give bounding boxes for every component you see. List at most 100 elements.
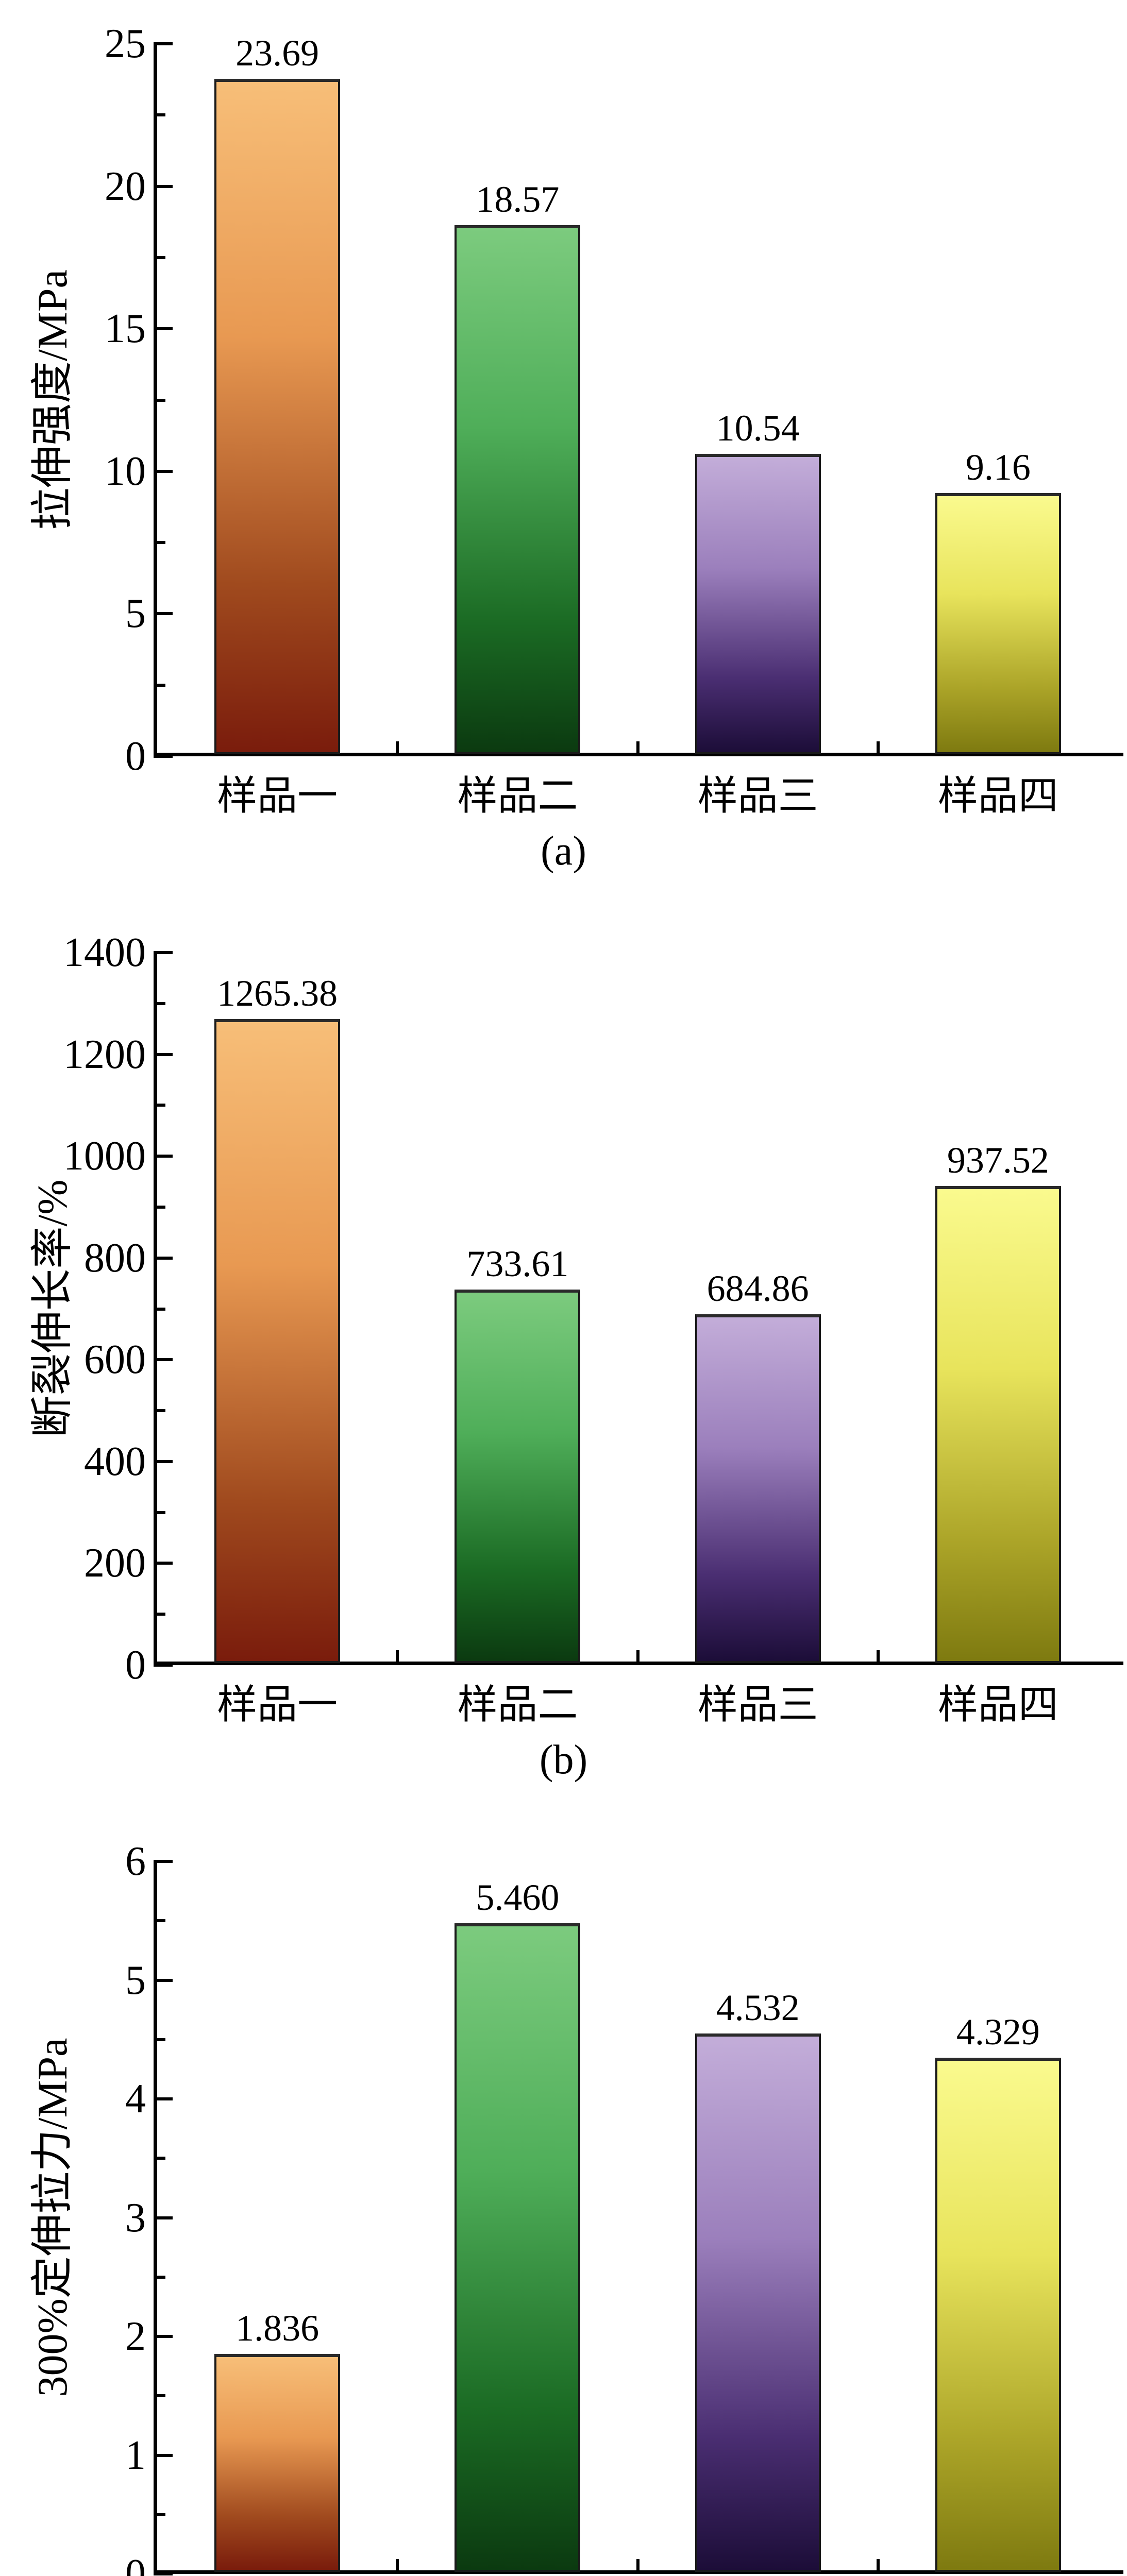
x-boundary-tick (636, 741, 640, 753)
x-boundary-tick (396, 1650, 399, 1662)
x-category-label: 样品四 (937, 773, 1058, 818)
panel-caption-a: (a) (541, 828, 586, 874)
x-axis-line (154, 753, 1123, 756)
y-major-tick (157, 184, 173, 188)
plot-area-a: 0 5 10 15 20 25 23.69 样品一 18.57 样品二 10.54 样品三 9.16 样品… (0, 0, 1127, 909)
y-major-tick (157, 2097, 173, 2100)
y-minor-tick (157, 1511, 165, 1514)
x-boundary-tick (876, 741, 880, 753)
x-category-label: 样品三 (697, 773, 818, 818)
y-minor-tick (157, 683, 165, 687)
y-major-tick (157, 951, 173, 954)
y-major-tick (157, 2453, 173, 2457)
y-major-tick (157, 1978, 173, 1982)
y-minor-tick (157, 113, 165, 117)
y-tick-label: 10 (105, 448, 146, 494)
y-tick-label: 0 (125, 2551, 146, 2576)
y-tick-label: 0 (125, 1642, 146, 1688)
x-boundary-tick (876, 1650, 880, 1662)
y-tick-label: 800 (84, 1235, 146, 1281)
y-minor-tick (157, 1409, 165, 1413)
y-tick-label: 20 (105, 163, 146, 209)
y-minor-tick (157, 1919, 165, 1923)
bar-c-sample-3 (695, 2033, 821, 2572)
y-major-tick (157, 469, 173, 473)
x-boundary-tick (636, 1650, 640, 1662)
bar-a-sample-3 (695, 454, 821, 754)
y-major-tick (157, 1860, 173, 1863)
y-minor-tick (157, 2038, 165, 2041)
y-major-tick (157, 1053, 173, 1056)
y-minor-tick (157, 256, 165, 259)
x-axis-line (154, 2570, 1123, 2574)
x-boundary-tick (396, 741, 399, 753)
y-axis-line (154, 1860, 157, 2575)
y-minor-tick (157, 2157, 165, 2160)
x-boundary-tick (876, 2559, 880, 2570)
y-major-tick (157, 327, 173, 331)
chart-panel-c: 300%定伸拉力/MPa 01234561.836样品一5.460样品二4.53… (0, 1818, 1127, 2576)
bar-c-sample-1 (214, 2354, 341, 2572)
y-minor-tick (157, 541, 165, 545)
y-minor-tick (157, 1002, 165, 1005)
y-axis-line (154, 42, 157, 758)
chart-panel-a: 拉伸强度/MPa 0 5 10 15 20 25 23.69 样品一 18.57 样品二 10.54… (0, 0, 1127, 909)
x-category-label: 样品一 (217, 1682, 338, 1727)
y-tick-label: 1 (125, 2432, 146, 2478)
x-category-label: 样品四 (937, 1682, 1058, 1727)
bar-value-label: 1265.38 (217, 973, 338, 1014)
y-tick-label: 15 (105, 306, 146, 352)
y-tick-label: 2 (125, 2314, 146, 2359)
y-tick-label: 1400 (63, 930, 146, 975)
bar-a-sample-4 (935, 493, 1061, 754)
y-axis-line (154, 951, 157, 1667)
y-major-tick (157, 755, 173, 758)
y-major-tick (157, 2216, 173, 2219)
panel-caption-b: (b) (539, 1737, 588, 1783)
y-major-tick (157, 42, 173, 45)
y-tick-label: 200 (84, 1540, 146, 1586)
y-tick-label: 6 (125, 1839, 146, 1884)
bar-value-label: 9.16 (965, 447, 1031, 488)
y-minor-tick (157, 398, 165, 402)
y-minor-tick (157, 1307, 165, 1311)
y-major-tick (157, 1460, 173, 1463)
y-major-tick (157, 2572, 173, 2575)
chart-panel-b: 断裂伸长率/% 0 200 400 600 800 1000 1200 1400 1265.38… (0, 909, 1127, 1818)
bar-c-sample-2 (455, 1923, 581, 2572)
y-tick-label: 1200 (63, 1031, 146, 1077)
y-major-tick (157, 1358, 173, 1362)
x-category-label: 样品一 (217, 773, 338, 818)
bar-value-label: 684.86 (707, 1268, 809, 1309)
bar-b-sample-1 (214, 1019, 341, 1663)
bar-a-sample-2 (455, 225, 581, 754)
y-tick-label: 400 (84, 1438, 146, 1484)
bar-value-label: 10.54 (716, 408, 800, 449)
bar-value-label: 1.836 (236, 2308, 319, 2349)
y-major-tick (157, 1562, 173, 1565)
y-minor-tick (157, 1104, 165, 1107)
bar-b-sample-3 (695, 1314, 821, 1663)
y-major-tick (157, 1664, 173, 1667)
y-tick-label: 0 (125, 734, 146, 779)
bar-b-sample-2 (455, 1290, 581, 1663)
bar-c-sample-4 (935, 2058, 1061, 2572)
bar-a-sample-1 (214, 79, 341, 754)
y-tick-label: 1000 (63, 1133, 146, 1179)
y-major-tick (157, 2335, 173, 2338)
y-minor-tick (157, 2394, 165, 2398)
y-tick-label: 3 (125, 2195, 146, 2241)
y-tick-label: 600 (84, 1337, 146, 1383)
x-category-label: 样品二 (457, 1682, 578, 1727)
y-tick-label: 25 (105, 21, 146, 66)
x-category-label: 样品三 (697, 1682, 818, 1727)
y-major-tick (157, 612, 173, 616)
y-major-tick (157, 1256, 173, 1260)
bar-value-label: 937.52 (947, 1140, 1049, 1181)
bar-value-label: 733.61 (466, 1243, 569, 1284)
bar-value-label: 23.69 (236, 32, 319, 74)
bar-b-sample-4 (935, 1186, 1061, 1663)
y-minor-tick (157, 1205, 165, 1209)
y-major-tick (157, 1155, 173, 1158)
